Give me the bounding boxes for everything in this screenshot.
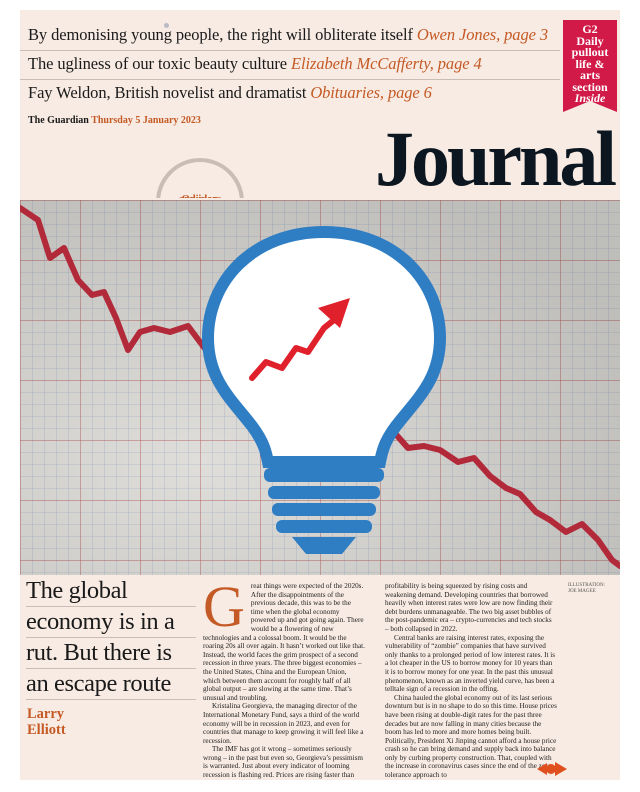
teaser-list: By demonising young people, the right wi… [20,22,560,109]
ribbon-line: pullout [571,45,609,59]
teaser-credit: Obituaries, page 6 [310,83,432,102]
paragraph: profitability is being squeezed by risin… [385,582,553,633]
g2-ribbon[interactable]: G2 Daily pullout life & arts section Ins… [563,20,617,112]
article-column-1: G reat things were expected of the 2020s… [203,574,365,781]
ribbon-inside: Inside [574,91,606,105]
issue-date: Thursday 5 January 2023 [91,115,201,126]
credit-line: ILLUSTRATION: [568,583,605,588]
author-last-name: Elliott [27,722,66,738]
paragraph: Central banks are raising interest rates… [385,633,556,694]
article-column-2: profitability is being squeezed by risin… [385,582,557,780]
teaser-text: The ugliness of our toxic beauty culture [28,54,292,73]
badge-line: and ideas [160,194,240,198]
teaser-credit: Owen Jones, page 3 [416,25,549,44]
headline-line: an escape route [26,669,196,700]
teaser-item[interactable]: Fay Weldon, British novelist and dramati… [20,80,560,109]
section-title: Journal [374,115,617,202]
paragraph: China hauled the global economy out of i… [385,693,557,780]
lightbulb-illustration [20,200,620,575]
article-headline: The global economy is in a rut. But ther… [26,576,196,700]
teaser-credit: Elizabeth McCafferty, page 4 [291,54,482,73]
illustration-svg [20,200,620,575]
ribbon-line: life & [575,56,605,71]
ribbon-line: arts [580,68,600,82]
credit-line: JOE MAGEE [568,589,596,594]
rising-arrow-icon [249,298,350,381]
paragraph: reat things were expected of the 2020s. … [203,582,365,702]
headline-line: rut. But there is [26,638,196,669]
illustration-credit: ILLUSTRATION: JOE MAGEE [568,583,616,595]
headline-line: economy is in a [26,607,196,638]
author-byline[interactable]: Larry Elliott [27,706,66,738]
paragraph: Kristalina Georgieva, the managing direc… [203,702,364,745]
teaser-item[interactable]: By demonising young people, the right wi… [20,22,560,51]
paper-name: The Guardian [28,115,89,126]
teaser-item[interactable]: The ugliness of our toxic beauty culture… [20,51,560,80]
headline-line: The global [26,576,196,607]
badge-line: Opinion [160,194,240,198]
lightbulb-icon [201,225,447,554]
dateline: The Guardian Thursday 5 January 2023 [28,115,201,126]
ribbon-title: G2 [582,22,598,36]
author-first-name: Larry [27,706,65,722]
newspaper-page: By demonising young people, the right wi… [20,10,620,780]
ribbon-line: section [572,79,608,94]
teaser-text: Fay Weldon, British novelist and dramati… [28,83,311,102]
continue-arrow-icon[interactable] [535,758,569,780]
ribbon-line: Daily [576,33,604,48]
pin-dot [164,23,169,28]
paragraph: The IMF has got it wrong – sometimes ser… [203,745,363,780]
teaser-text: By demonising young people, the right wi… [28,25,417,44]
drop-cap: G [203,574,245,639]
